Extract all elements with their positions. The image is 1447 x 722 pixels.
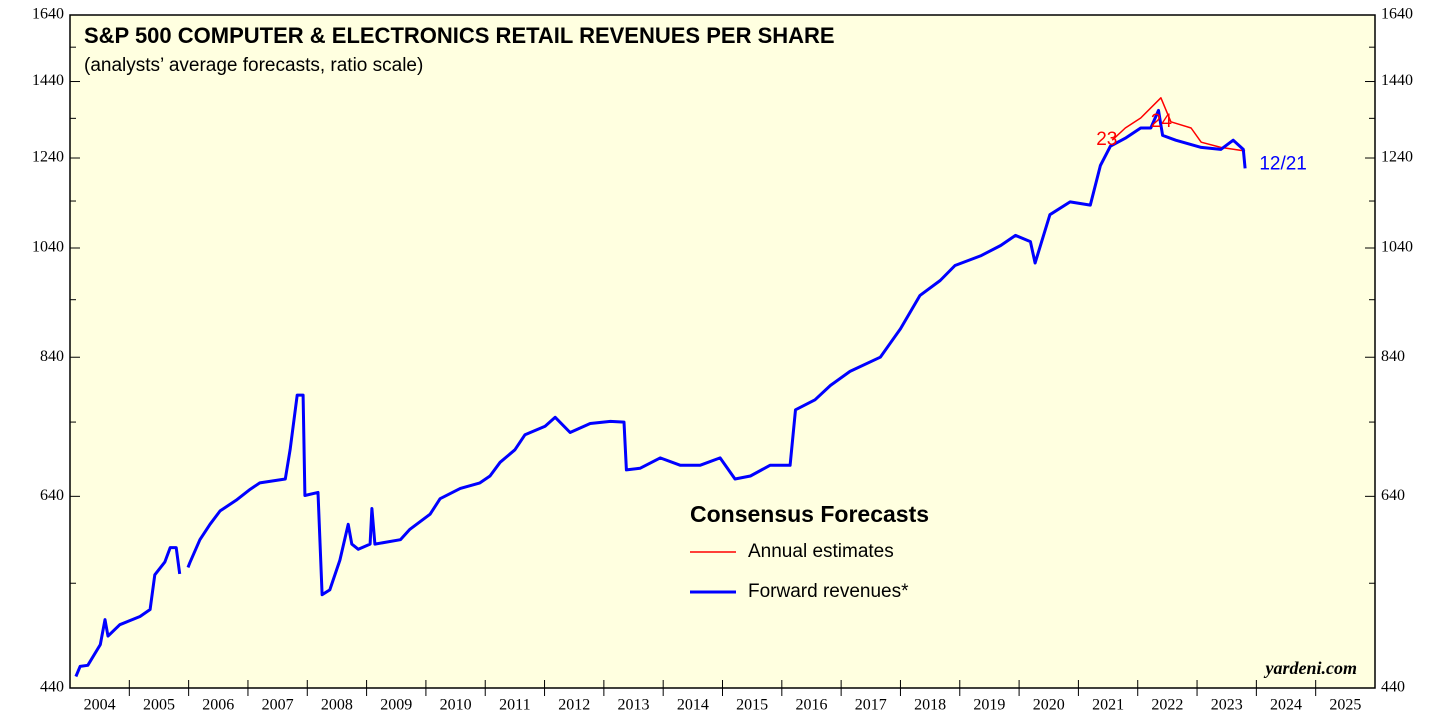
annotation: 12/21 — [1259, 153, 1307, 174]
x-tick-label: 2022 — [1151, 697, 1183, 714]
legend-title: Consensus Forecasts — [690, 501, 929, 527]
x-tick-label: 2024 — [1270, 697, 1302, 714]
x-tick-label: 2023 — [1211, 697, 1243, 714]
x-tick-label: 2006 — [202, 697, 234, 714]
x-tick-label: 2016 — [795, 697, 827, 714]
x-tick-label: 2021 — [1092, 697, 1124, 714]
y2-tick-label: 1240 — [1381, 149, 1413, 166]
y2-tick-label: 1640 — [1381, 6, 1413, 23]
plot-area — [69, 14, 1376, 689]
x-tick-label: 2012 — [558, 697, 590, 714]
chart-subtitle: (analysts’ average forecasts, ratio scal… — [84, 55, 423, 76]
x-tick-label: 2011 — [499, 697, 530, 714]
x-tick-label: 2008 — [321, 697, 353, 714]
legend-label: Annual estimates — [748, 541, 894, 562]
x-tick-label: 2020 — [1033, 697, 1065, 714]
y-tick-label: 1040 — [32, 239, 64, 256]
x-tick-label: 2004 — [84, 697, 116, 714]
x-tick-label: 2014 — [677, 697, 709, 714]
series-line — [1111, 97, 1246, 152]
y2-tick-label: 840 — [1381, 348, 1405, 365]
series-line — [74, 108, 1247, 678]
x-tick-label: 2018 — [914, 697, 946, 714]
y-tick-label: 840 — [40, 348, 64, 365]
annotation: 23 — [1096, 129, 1117, 150]
x-tick-label: 2015 — [736, 697, 768, 714]
x-tick-label: 2025 — [1329, 697, 1361, 714]
annotation: 24 — [1151, 111, 1173, 132]
y-tick-label: 1240 — [32, 149, 64, 166]
source: yardeni.com — [1264, 658, 1358, 678]
legend-label: Forward revenues* — [748, 581, 909, 602]
x-tick-label: 2007 — [262, 697, 294, 714]
y2-tick-label: 440 — [1381, 679, 1405, 696]
x-tick-label: 2010 — [440, 697, 472, 714]
y-tick-label: 1640 — [32, 6, 64, 23]
x-tick-label: 2017 — [855, 697, 887, 714]
y2-tick-label: 1040 — [1381, 239, 1413, 256]
y-tick-label: 1440 — [32, 72, 64, 89]
x-tick-label: 2005 — [143, 697, 175, 714]
x-tick-label: 2019 — [973, 697, 1005, 714]
x-tick-label: 2013 — [618, 697, 650, 714]
y2-tick-label: 1440 — [1381, 72, 1413, 89]
y2-tick-label: 640 — [1381, 487, 1405, 504]
x-tick-label: 2009 — [380, 697, 412, 714]
chart-title: S&P 500 COMPUTER & ELECTRONICS RETAIL RE… — [84, 23, 835, 48]
y-tick-label: 440 — [40, 679, 64, 696]
y-tick-label: 640 — [40, 487, 64, 504]
